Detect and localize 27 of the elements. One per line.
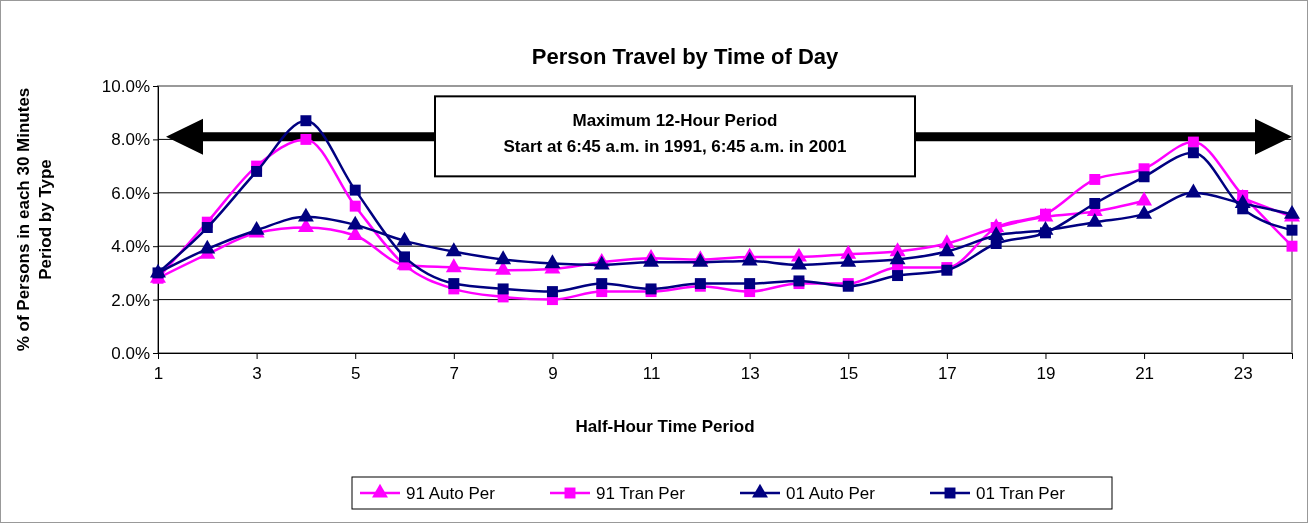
x-tick-label: 1 (153, 364, 164, 384)
legend-label: 01 Auto Per (786, 484, 876, 503)
y-tick-label: 10.0% (101, 76, 150, 96)
x-tick-label: 9 (548, 364, 558, 384)
annotation: Maximum 12-Hour Period (572, 111, 778, 131)
x-tick-label: 5 (350, 364, 361, 384)
legend-label: 91 Tran Per (596, 484, 686, 503)
x-tick-label: 17 (937, 364, 957, 384)
chart-title: Person Travel by Time of Day (531, 44, 840, 69)
legend-label: 01 Tran Per (976, 484, 1066, 503)
x-tick-label: 11 (642, 364, 661, 384)
legend-label: 91 Auto Per (406, 484, 496, 503)
x-tick-label: 13 (740, 364, 760, 384)
x-tick-label: 21 (1135, 364, 1155, 384)
x-tick-label: 23 (1233, 364, 1253, 384)
x-tick-label: 7 (449, 364, 460, 384)
y-tick-label: 6.0% (111, 183, 150, 203)
y-tick-label: 0.0% (111, 343, 150, 363)
x-tick-label: 3 (252, 364, 262, 384)
x-axis-title: Half-Hour Time Period (575, 417, 755, 436)
y-tick-label: 8.0% (111, 130, 150, 150)
y-tick-label: 4.0% (111, 237, 150, 257)
x-tick-label: 15 (839, 364, 859, 384)
y-tick-label: 2.0% (111, 290, 150, 310)
annotation: Start at 6:45 a.m. in 1991, 6:45 a.m. in 2001 (503, 137, 847, 157)
x-tick-label: 19 (1036, 364, 1056, 384)
y-axis-title: % of Persons in each 30 Minutes Period by Type (14, 87, 55, 352)
